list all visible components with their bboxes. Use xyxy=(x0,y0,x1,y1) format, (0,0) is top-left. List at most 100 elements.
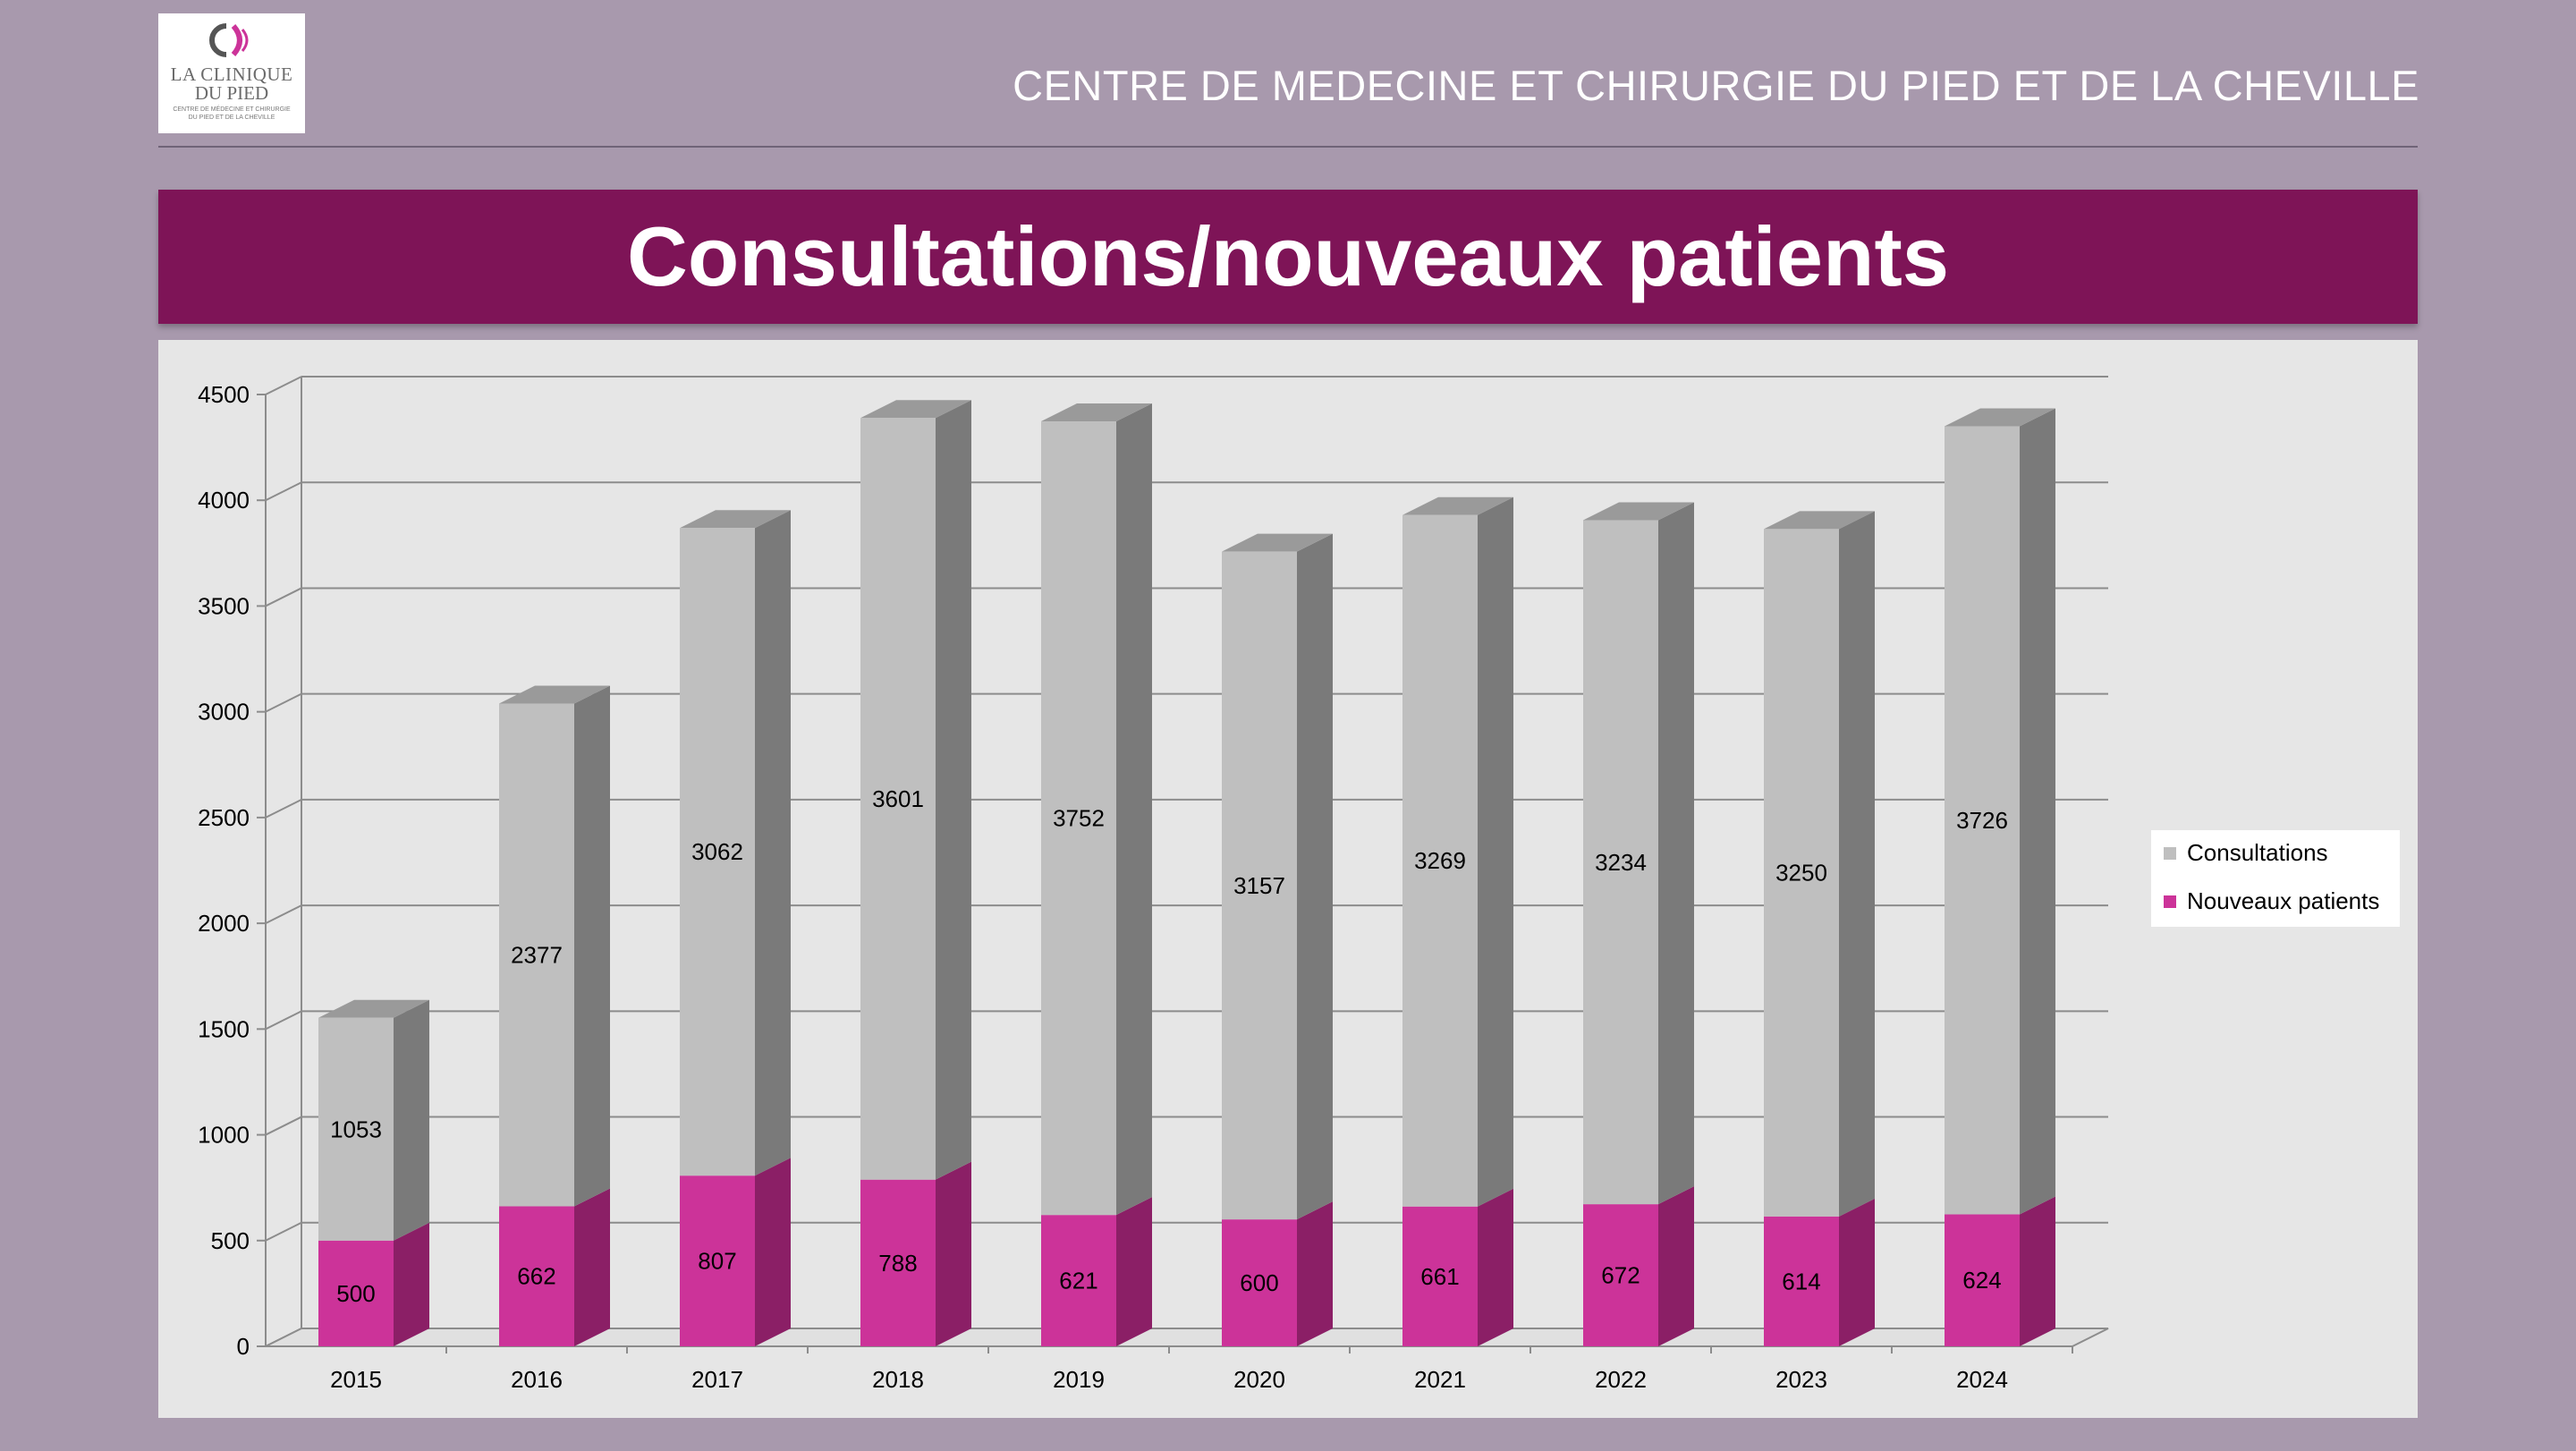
bar-nouveaux-patients xyxy=(1764,1216,1839,1346)
bar-consultations xyxy=(1945,426,2020,1215)
data-label-consultations: 1053 xyxy=(330,1116,382,1142)
bar-nouveaux-patients xyxy=(1222,1219,1297,1346)
gridline-side xyxy=(265,904,302,925)
bar-consultations xyxy=(318,1017,394,1241)
bar-nouveaux-patients xyxy=(1583,1204,1658,1346)
data-label-nouveaux-patients: 500 xyxy=(336,1280,375,1307)
bar-side-consultations xyxy=(1297,533,1333,1220)
data-label-consultations: 3234 xyxy=(1595,849,1647,876)
x-tick-label: 2022 xyxy=(1595,1366,1647,1393)
x-tick-label: 2020 xyxy=(1233,1366,1285,1393)
data-label-nouveaux-patients: 672 xyxy=(1601,1262,1640,1289)
bar-top-consultations xyxy=(1764,511,1875,530)
x-tick-label: 2024 xyxy=(1956,1366,2008,1393)
x-tick-label: 2023 xyxy=(1775,1366,1827,1393)
data-label-consultations: 3726 xyxy=(1956,807,2008,834)
bar-side-nouveaux-patients xyxy=(755,1158,791,1346)
bar-side-nouveaux-patients xyxy=(1658,1186,1694,1346)
data-label-consultations: 3752 xyxy=(1053,805,1105,832)
y-tick-label: 1000 xyxy=(198,1122,250,1149)
bar-side-consultations xyxy=(574,685,610,1207)
legend-item-nouveaux-patients: Nouveaux patients xyxy=(2164,887,2379,915)
bar-consultations xyxy=(1402,514,1478,1207)
bar-top-consultations xyxy=(680,510,791,529)
bar-nouveaux-patients xyxy=(1402,1206,1478,1346)
data-label-consultations: 3601 xyxy=(872,785,924,812)
logo-name-line2: DU PIED xyxy=(194,82,269,104)
gridline-side xyxy=(265,1116,302,1136)
bar-top-consultations xyxy=(318,999,429,1018)
bar-nouveaux-patients xyxy=(680,1175,755,1346)
gridline-side xyxy=(265,692,302,713)
data-label-nouveaux-patients: 807 xyxy=(698,1248,736,1275)
bar-side-consultations xyxy=(1116,403,1152,1216)
x-tick-label: 2015 xyxy=(330,1366,382,1393)
gridline-side xyxy=(265,1221,302,1242)
page-title: Consultations/nouveaux patients xyxy=(626,209,1950,303)
data-label-consultations: 3250 xyxy=(1775,860,1827,887)
bar-side-consultations xyxy=(394,999,429,1241)
legend-label-consultations: Consultations xyxy=(2187,839,2328,866)
data-label-nouveaux-patients: 661 xyxy=(1420,1263,1459,1290)
bar-side-consultations xyxy=(1839,511,1875,1217)
bar-side-nouveaux-patients xyxy=(1297,1201,1333,1346)
bar-consultations xyxy=(1764,529,1839,1217)
chart-legend: Consultations Nouveaux patients xyxy=(2151,830,2400,927)
clinic-logo: LA CLINIQUE DU PIED CENTRE DE MÉDECINE E… xyxy=(158,13,305,133)
bar-top-consultations xyxy=(1583,502,1694,521)
bar-consultations xyxy=(860,418,936,1180)
bar-side-nouveaux-patients xyxy=(1839,1198,1875,1346)
x-tick-label: 2018 xyxy=(872,1366,924,1393)
y-tick-label: 3000 xyxy=(198,699,250,726)
header-divider xyxy=(158,146,2418,148)
legend-swatch-nouveaux-patients xyxy=(2164,895,2176,908)
y-tick-label: 4500 xyxy=(198,381,250,408)
bar-side-nouveaux-patients xyxy=(936,1161,971,1346)
gridline-side xyxy=(265,1010,302,1031)
bar-consultations xyxy=(499,703,574,1207)
clinic-logo-mark-icon xyxy=(209,21,249,60)
bar-side-consultations xyxy=(936,400,971,1180)
data-label-nouveaux-patients: 788 xyxy=(878,1250,917,1277)
bar-side-consultations xyxy=(1658,502,1694,1205)
bar-side-nouveaux-patients xyxy=(1116,1197,1152,1346)
bar-consultations xyxy=(1222,551,1297,1220)
y-tick-label: 1500 xyxy=(198,1015,250,1042)
bar-side-consultations xyxy=(2020,408,2055,1215)
bar-side-nouveaux-patients xyxy=(1478,1188,1513,1346)
bar-side-nouveaux-patients xyxy=(394,1222,429,1346)
logo-subtitle: CENTRE DE MÉDECINE ET CHIRURGIE DU PIED … xyxy=(173,106,291,121)
data-label-consultations: 3157 xyxy=(1233,872,1285,899)
data-label-consultations: 3269 xyxy=(1414,847,1466,874)
y-tick-label: 0 xyxy=(237,1333,250,1360)
y-tick-label: 500 xyxy=(211,1227,250,1254)
bar-nouveaux-patients xyxy=(499,1206,574,1346)
gridline-side xyxy=(265,798,302,819)
bar-top-consultations xyxy=(499,685,610,704)
bar-top-consultations xyxy=(1945,408,2055,427)
title-banner: Consultations/nouveaux patients xyxy=(158,190,2418,324)
bar-top-consultations xyxy=(1041,403,1152,422)
y-tick-label: 3500 xyxy=(198,592,250,619)
bar-nouveaux-patients xyxy=(1041,1215,1116,1346)
legend-swatch-consultations xyxy=(2164,846,2176,860)
data-label-consultations: 2377 xyxy=(511,941,563,968)
bar-side-consultations xyxy=(755,510,791,1176)
bar-top-consultations xyxy=(1402,496,1513,515)
bar-top-consultations xyxy=(860,400,971,419)
logo-name-line1: LA CLINIQUE xyxy=(170,64,293,85)
x-tick-label: 2016 xyxy=(511,1366,563,1393)
gridline-side xyxy=(265,481,302,502)
gridline-side xyxy=(265,587,302,607)
gridline-side xyxy=(265,376,302,395)
x-tick-label: 2021 xyxy=(1414,1366,1466,1393)
legend-label-nouveaux-patients: Nouveaux patients xyxy=(2187,887,2380,914)
chart-panel: 0 500 1000 1500 2000 2500 3000 3500 4000 4500 2015… xyxy=(158,340,2418,1418)
x-tick-label: 2017 xyxy=(691,1366,743,1393)
bar-side-consultations xyxy=(1478,496,1513,1207)
data-label-nouveaux-patients: 621 xyxy=(1059,1268,1097,1294)
stacked-bar-chart: 0 500 1000 1500 2000 2500 3000 3500 4000 4500 2015… xyxy=(198,376,2109,1393)
y-tick-label: 2000 xyxy=(198,910,250,937)
y-tick-label: 4000 xyxy=(198,487,250,513)
bar-top-consultations xyxy=(1222,533,1333,552)
